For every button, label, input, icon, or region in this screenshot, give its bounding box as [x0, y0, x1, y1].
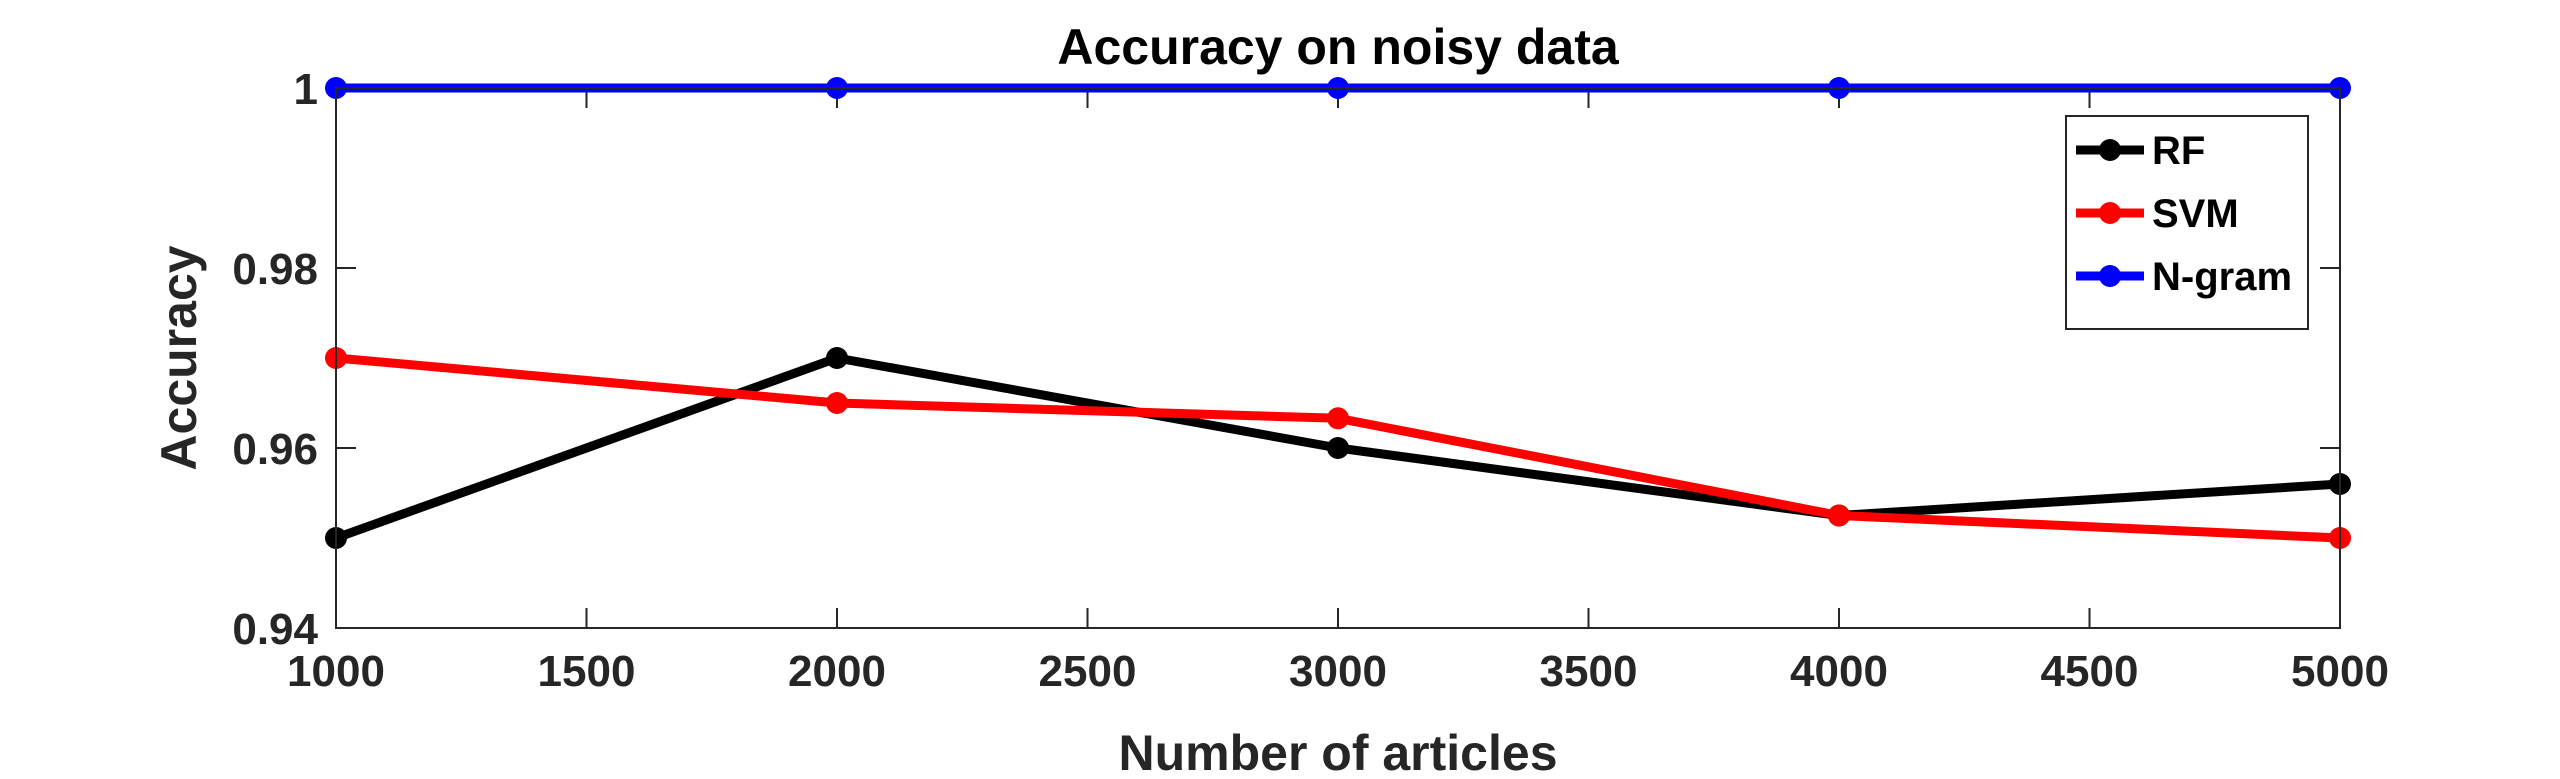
x-tick-label: 4000	[1790, 647, 1888, 696]
x-tick-label: 4500	[2041, 647, 2139, 696]
plot-frame	[335, 87, 2341, 629]
data-point	[1327, 437, 1349, 459]
legend-marker	[2099, 202, 2121, 224]
legend-item: N-gram	[2076, 255, 2292, 299]
chart-title: Accuracy on noisy data	[1057, 19, 1619, 75]
y-tick-label: 1	[294, 65, 318, 114]
plot-area	[336, 88, 2340, 628]
y-axis-label: Accuracy	[151, 245, 207, 470]
x-tick-label: 2000	[788, 647, 886, 696]
legend-item: SVM	[2076, 192, 2239, 236]
x-tick-label: 3000	[1289, 647, 1387, 696]
legend-label: RF	[2152, 129, 2205, 173]
legend-label: SVM	[2152, 192, 2239, 236]
legend-item: RF	[2076, 129, 2205, 173]
data-point	[1828, 504, 1850, 527]
data-point	[1327, 407, 1349, 430]
legend-marker	[2099, 265, 2121, 287]
x-tick-label: 5000	[2291, 647, 2389, 696]
data-point	[826, 347, 848, 369]
tick-labels: 1000 1500 2000 2500 3000 3500 4000 4500 5000 0.94…	[232, 65, 2389, 696]
x-axis-label: Number of articles	[1118, 725, 1557, 779]
x-tick-label: 3500	[1540, 647, 1638, 696]
data-point	[826, 392, 848, 414]
legend: RF SVM N-gram	[2065, 115, 2309, 330]
y-tick-label: 0.94	[232, 605, 318, 654]
x-tick-label: 1500	[538, 647, 636, 696]
y-tick-label: 0.96	[232, 425, 318, 474]
x-tick-label: 1000	[287, 647, 385, 696]
legend-marker	[2099, 139, 2121, 161]
x-tick-label: 2500	[1039, 647, 1137, 696]
legend-label: N-gram	[2152, 255, 2292, 299]
y-tick-label: 0.98	[232, 245, 318, 294]
